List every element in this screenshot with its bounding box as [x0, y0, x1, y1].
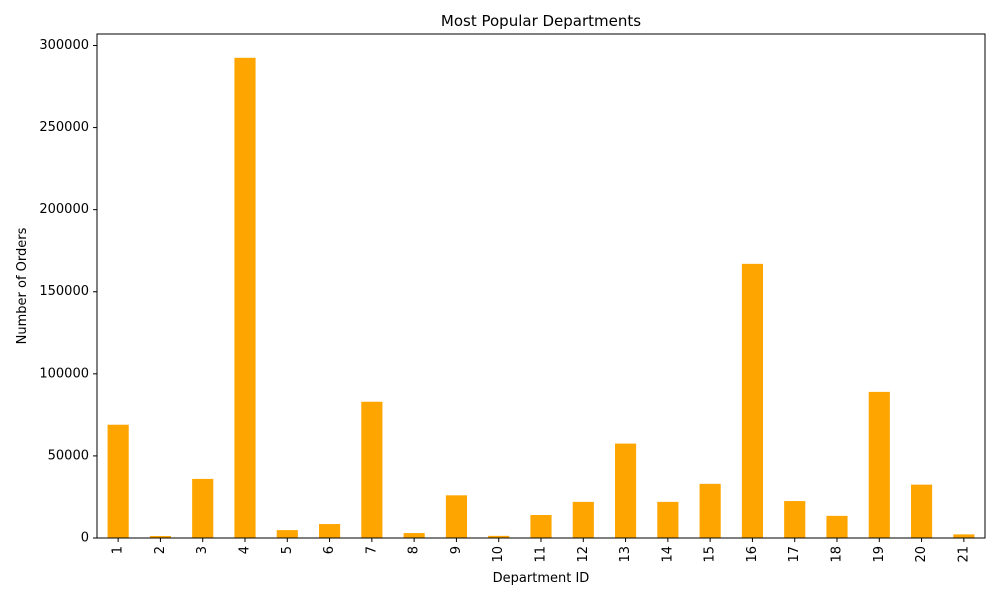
- x-tick-label: 2: [153, 546, 168, 554]
- x-tick-label: 8: [407, 546, 422, 554]
- bar-dept-6: [319, 524, 341, 538]
- x-tick-label: 17: [787, 546, 802, 563]
- x-tick-label: 14: [660, 546, 675, 563]
- bar-dept-18: [826, 515, 848, 538]
- x-tick-label: 6: [322, 546, 337, 554]
- bar-dept-13: [615, 443, 637, 538]
- x-tick-label: 10: [491, 546, 506, 563]
- bar-dept-9: [445, 495, 467, 538]
- bars-group: [107, 57, 975, 538]
- y-tick-label: 250000: [39, 120, 89, 135]
- bar-dept-16: [741, 263, 763, 538]
- bar-dept-14: [657, 501, 679, 538]
- x-tick-label: 7: [364, 546, 379, 554]
- x-tick-label: 13: [618, 546, 633, 563]
- x-tick-label: 3: [195, 546, 210, 554]
- y-axis-title: Number of Orders: [15, 227, 30, 344]
- bar-dept-11: [530, 515, 552, 538]
- bar-dept-19: [868, 391, 890, 538]
- x-tick-label: 5: [280, 546, 295, 554]
- bar-dept-12: [572, 501, 594, 538]
- y-tick-label: 100000: [39, 366, 89, 381]
- bar-dept-10: [488, 535, 510, 538]
- bar-dept-15: [699, 483, 721, 538]
- x-tick-label: 1: [111, 546, 126, 554]
- x-tick-label: 21: [956, 546, 971, 563]
- bar-dept-8: [403, 533, 425, 538]
- y-tick-label: 300000: [39, 38, 89, 53]
- x-tick-label: 19: [872, 546, 887, 563]
- bar-dept-4: [234, 57, 256, 538]
- x-tick-label: 15: [703, 546, 718, 563]
- plot-frame: [96, 33, 986, 539]
- y-tick-label: 0: [81, 531, 89, 546]
- bar-dept-2: [149, 536, 171, 538]
- bar-dept-17: [784, 501, 806, 538]
- x-tick-label: 16: [745, 546, 760, 563]
- y-tick-label: 50000: [48, 448, 89, 463]
- x-tick-label: 11: [534, 546, 549, 563]
- bar-dept-1: [107, 424, 129, 538]
- x-axis: 1 2 3 4 5 6 7 8 9 10 11 12 13 14 15 16 17 18 19 20 21: [111, 538, 971, 563]
- x-tick-label: 18: [830, 546, 845, 563]
- bar-dept-7: [361, 401, 383, 538]
- bar-dept-21: [953, 534, 975, 538]
- x-tick-label: 9: [449, 546, 464, 554]
- y-axis: 0 50000 100000 150000 200000 250000 300000: [39, 38, 97, 546]
- x-tick-label: 20: [914, 546, 929, 563]
- x-axis-title: Department ID: [493, 571, 590, 586]
- chart-title: Most Popular Departments: [441, 12, 641, 30]
- y-tick-label: 200000: [39, 202, 89, 217]
- bar-dept-20: [911, 484, 933, 538]
- bar-dept-3: [192, 478, 214, 538]
- bar-dept-5: [276, 530, 298, 538]
- y-tick-label: 150000: [39, 284, 89, 299]
- x-tick-label: 12: [576, 546, 591, 563]
- x-tick-label: 4: [238, 546, 253, 554]
